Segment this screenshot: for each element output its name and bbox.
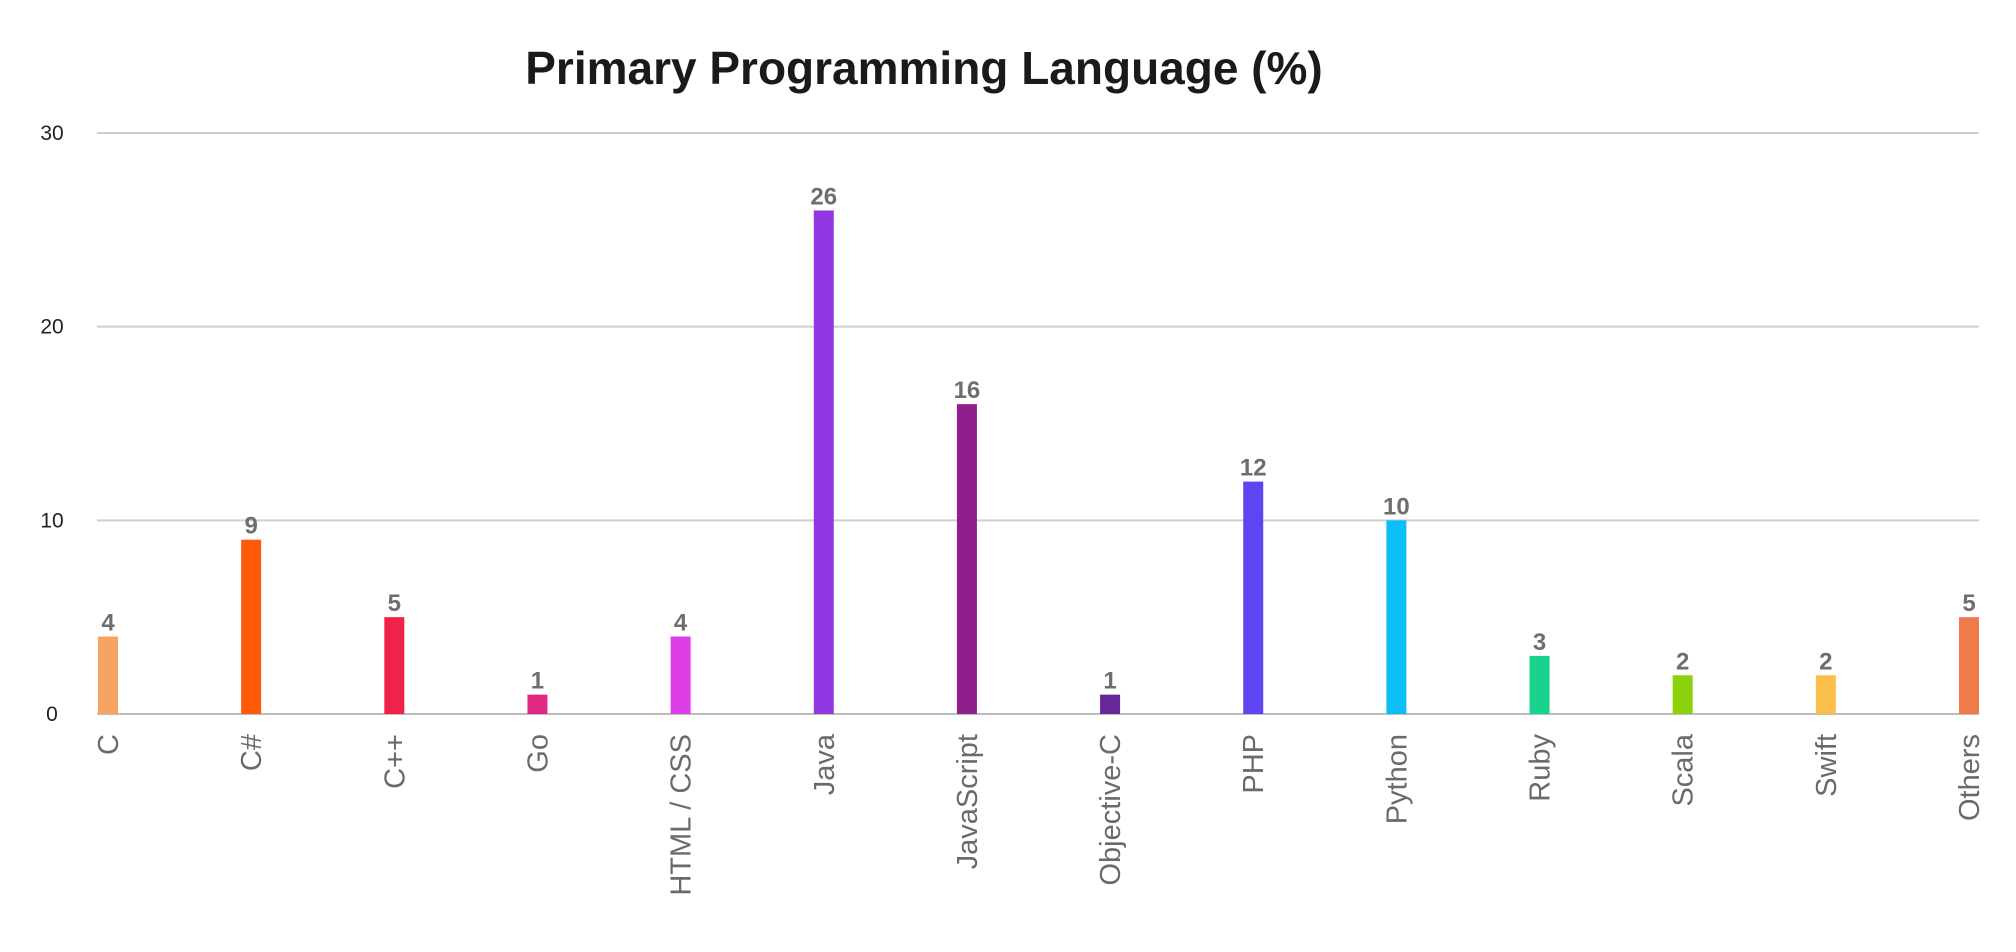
bar bbox=[527, 694, 548, 714]
y-tick-label: 10 bbox=[40, 509, 63, 532]
bar bbox=[1815, 675, 1836, 714]
data-label: 12 bbox=[1240, 455, 1267, 482]
x-tick-label: Swift bbox=[1811, 734, 1843, 797]
bar bbox=[1672, 675, 1693, 714]
bar bbox=[241, 539, 262, 714]
bar bbox=[1529, 655, 1550, 714]
x-tick-label: C# bbox=[236, 734, 268, 771]
bar bbox=[1100, 694, 1121, 714]
x-tick-label: JavaScript bbox=[952, 734, 984, 869]
data-label: 5 bbox=[388, 590, 401, 617]
y-tick-label: 20 bbox=[40, 316, 63, 339]
y-tick-label: 0 bbox=[46, 703, 58, 726]
x-tick-label: C bbox=[93, 734, 125, 755]
y-tick-label: 30 bbox=[40, 122, 63, 145]
gridlines bbox=[97, 132, 1979, 715]
x-tick-label: Scala bbox=[1668, 733, 1700, 806]
data-label: 5 bbox=[1962, 590, 1975, 617]
x-tick-label: Ruby bbox=[1525, 734, 1557, 802]
bar bbox=[813, 210, 834, 714]
data-labels: 4 9 5 1 4 26 16 1 12 10 3 2 2 5 bbox=[101, 183, 1975, 694]
data-label: 1 bbox=[1103, 668, 1116, 695]
x-tick-label: Others bbox=[1954, 734, 1986, 821]
bar bbox=[670, 636, 691, 714]
bar bbox=[956, 404, 977, 714]
data-label: 1 bbox=[531, 668, 544, 695]
x-tick-label: Objective-C bbox=[1095, 734, 1127, 886]
bars bbox=[98, 210, 1979, 714]
data-label: 3 bbox=[1533, 629, 1546, 656]
data-label: 26 bbox=[810, 183, 837, 210]
x-tick-label: Python bbox=[1381, 734, 1413, 824]
x-tick-label: C++ bbox=[379, 734, 411, 789]
data-label: 4 bbox=[101, 610, 115, 637]
data-label: 4 bbox=[674, 610, 688, 637]
data-label: 16 bbox=[954, 377, 981, 404]
x-tick-label: PHP bbox=[1238, 734, 1270, 794]
bar bbox=[384, 617, 405, 714]
bar bbox=[1243, 481, 1264, 714]
x-tick-label: HTML / CSS bbox=[666, 734, 698, 896]
bar bbox=[98, 636, 118, 714]
x-tick-label: Go bbox=[522, 734, 554, 773]
data-label: 2 bbox=[1676, 648, 1689, 675]
bar bbox=[1386, 520, 1407, 714]
data-label: 10 bbox=[1383, 493, 1410, 520]
data-label: 2 bbox=[1819, 648, 1832, 675]
chart-title: Primary Programming Language (%) bbox=[525, 42, 1323, 94]
y-axis-tick-labels: 0 10 20 30 bbox=[40, 122, 63, 726]
bar bbox=[1959, 617, 1979, 714]
x-axis-tick-labels: C C# C++ Go HTML / CSS Java JavaScript Objectiv… bbox=[93, 733, 1986, 896]
x-tick-label: Java bbox=[809, 733, 841, 795]
data-label: 9 bbox=[244, 513, 257, 540]
